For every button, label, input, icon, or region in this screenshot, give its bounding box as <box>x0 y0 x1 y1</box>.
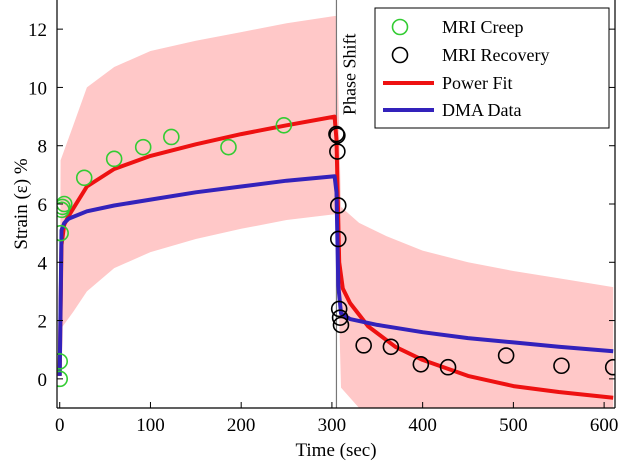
creep-point <box>57 224 69 242</box>
dma-data-line <box>57 174 614 376</box>
recovery-point <box>355 337 372 354</box>
legend-creep-label: MRI Creep <box>442 17 523 37</box>
recovery-point <box>330 300 348 318</box>
creep-point <box>75 169 93 187</box>
y-tick-label: 12 <box>28 20 47 41</box>
creep-point <box>134 138 152 156</box>
creep-point <box>220 138 237 156</box>
x-ticks: 0 100 200 300 400 500 600 <box>55 402 618 436</box>
phase-shift-annotation: Phase Shift <box>339 33 359 115</box>
creep-point <box>57 370 69 388</box>
x-tick-label: 0 <box>55 415 65 436</box>
x-axis-label: Time (sec) <box>295 440 376 461</box>
y-tick-label: 8 <box>38 137 48 158</box>
y-tick-label: 0 <box>38 370 48 391</box>
recovery-point <box>331 309 349 326</box>
y-tick-label: 10 <box>28 78 47 99</box>
recovery-point <box>439 358 457 376</box>
creep-point <box>57 198 71 216</box>
creep-point <box>275 117 293 134</box>
recovery-point <box>553 357 570 375</box>
legend-recovery-label: MRI Recovery <box>442 45 549 65</box>
creep-point <box>57 353 69 370</box>
x-tick-label: 200 <box>227 415 256 436</box>
legend: MRI Creep MRI Recovery Power Fit DMA Dat… <box>374 7 610 129</box>
x-tick-label: 600 <box>590 415 619 436</box>
recovery-point <box>329 127 346 144</box>
creep-point <box>163 128 180 146</box>
x-tick-label: 400 <box>408 415 437 436</box>
recovery-point <box>604 358 615 376</box>
recovery-point <box>332 316 350 334</box>
x-tick-label: 100 <box>136 415 165 436</box>
y-tick-label: 6 <box>38 195 48 216</box>
legend-dma-label: DMA Data <box>442 100 522 120</box>
legend-creep-marker <box>391 18 409 36</box>
y-tick-label: 2 <box>38 312 48 333</box>
y-axis-label: Strain (ε) % <box>11 158 32 250</box>
y-tick-label: 4 <box>38 253 48 274</box>
recovery-point <box>329 230 347 248</box>
recovery-point <box>329 197 347 214</box>
recovery-point <box>329 143 346 160</box>
legend-recovery-marker <box>391 46 409 64</box>
recovery-point <box>497 347 515 364</box>
x-tick-label: 300 <box>318 415 347 436</box>
recovery-point <box>382 338 400 356</box>
creep-point <box>105 150 123 168</box>
x-tick-label: 500 <box>499 415 528 436</box>
legend-power-fit-label: Power Fit <box>442 73 513 93</box>
creep-point <box>57 195 73 213</box>
y-ticks: 0 2 4 6 8 10 12 <box>28 20 615 391</box>
recovery-point <box>412 355 430 373</box>
plot-area <box>57 0 615 408</box>
mri-creep-points <box>57 117 293 388</box>
mri-recovery-points <box>328 125 615 376</box>
